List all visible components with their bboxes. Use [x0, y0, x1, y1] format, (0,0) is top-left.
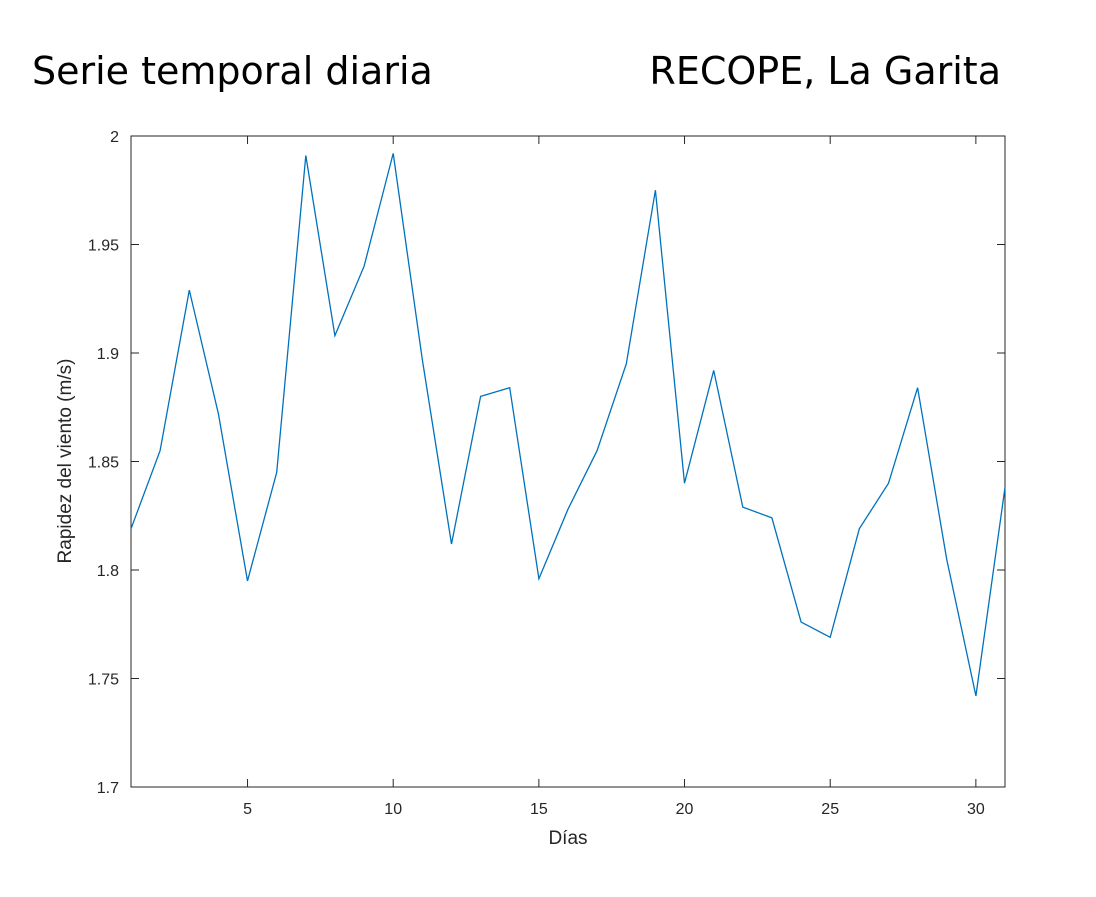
- y-tick-label: 1.85: [88, 455, 119, 472]
- y-tick-label: 1.9: [97, 346, 119, 363]
- x-tick-label: 10: [384, 801, 402, 818]
- y-tick-label: 1.75: [88, 672, 119, 689]
- chart-title-right: RECOPE, La Garita: [649, 49, 1001, 93]
- y-tick-label: 1.8: [97, 563, 119, 580]
- chart-title-left: Serie temporal diaria: [32, 49, 433, 93]
- y-tick-label: 1.95: [88, 238, 119, 255]
- y-axis-label: Rapidez del viento (m/s): [55, 359, 76, 564]
- y-tick-label: 1.7: [97, 780, 119, 797]
- x-axis-label: Días: [548, 828, 587, 849]
- plot-area: [130, 135, 1006, 788]
- x-tick-label: 20: [676, 801, 694, 818]
- series-line: [130, 153, 1006, 697]
- axis-ticks: 5 10 15 20 25 30 1.7 1.75 1.8 1.85 1.9 1.95 2: [88, 129, 1005, 818]
- x-tick-label: 30: [967, 801, 985, 818]
- series-group: [130, 153, 1006, 697]
- x-tick-label: 25: [821, 801, 839, 818]
- x-tick-label: 15: [530, 801, 548, 818]
- y-tick-label: 2: [110, 129, 119, 146]
- x-tick-label: 5: [243, 801, 252, 818]
